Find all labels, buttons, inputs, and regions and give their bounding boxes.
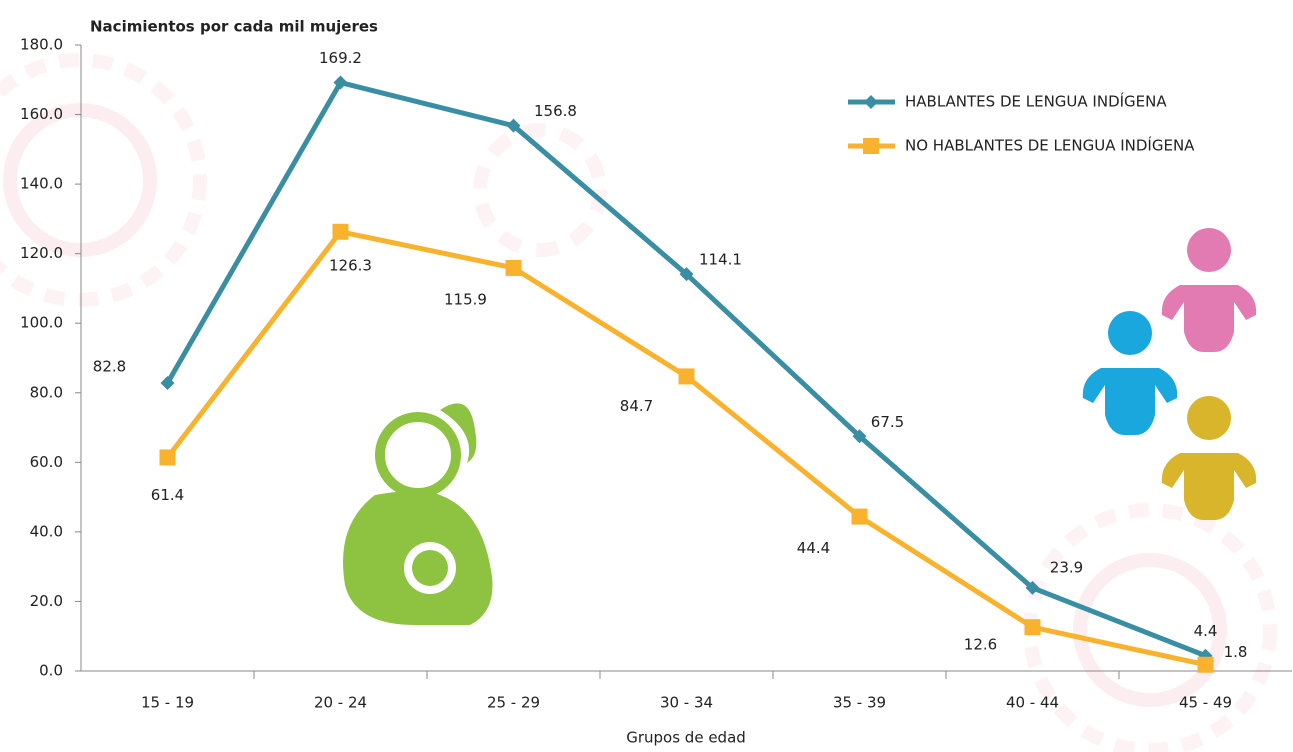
- point: [506, 118, 521, 133]
- x-tick-label: 35 - 39: [833, 694, 886, 712]
- x-tick-label: 15 - 19: [141, 694, 194, 712]
- y-tick-label: 120.0: [20, 244, 63, 262]
- data-label: 4.4: [1194, 622, 1218, 640]
- point: [864, 95, 878, 109]
- data-label: 114.1: [699, 251, 742, 269]
- point: [1197, 656, 1214, 673]
- data-label: 61.4: [151, 486, 184, 504]
- x-tick-label: 20 - 24: [314, 694, 367, 712]
- data-label: 156.8: [534, 102, 577, 120]
- point: [505, 259, 522, 276]
- baby-icons: [1082, 228, 1257, 520]
- x-tick-label: 25 - 29: [487, 694, 540, 712]
- y-tick-label: 40.0: [30, 522, 63, 540]
- legend-label: HABLANTES DE LENGUA INDÍGENA: [905, 92, 1167, 111]
- point: [333, 75, 348, 90]
- point: [678, 368, 695, 385]
- data-label: 23.9: [1050, 558, 1083, 576]
- y-tick-label: 0.0: [39, 662, 63, 680]
- x-tick-label: 45 - 49: [1179, 694, 1232, 712]
- series-line: [165, 228, 1207, 668]
- legend-label: NO HABLANTES DE LENGUA INDÍGENA: [905, 136, 1195, 155]
- point: [1024, 619, 1041, 636]
- data-label: 126.3: [329, 256, 372, 274]
- data-label: 84.7: [620, 397, 653, 415]
- y-tick-label: 100.0: [20, 314, 63, 332]
- y-tick-label: 20.0: [30, 592, 63, 610]
- point: [863, 138, 879, 154]
- y-tick-label: 160.0: [20, 105, 63, 123]
- data-label: 44.4: [797, 539, 830, 557]
- point: [1025, 580, 1040, 595]
- data-label: 82.8: [93, 358, 126, 376]
- y-axis-title: Nacimientos por cada mil mujeres: [90, 18, 378, 36]
- data-label: 1.8: [1224, 643, 1248, 661]
- point: [332, 223, 349, 240]
- y-tick-label: 60.0: [30, 453, 63, 471]
- y-tick-label: 180.0: [20, 36, 63, 54]
- x-axis-title: Grupos de edad: [626, 729, 746, 747]
- point: [852, 429, 867, 444]
- point: [679, 267, 694, 282]
- mother-icon: [343, 403, 493, 625]
- data-label: 169.2: [319, 49, 362, 67]
- data-label: 12.6: [964, 636, 997, 654]
- x-tick-label: 30 - 34: [660, 694, 713, 712]
- data-label: 115.9: [444, 290, 487, 308]
- y-tick-label: 140.0: [20, 175, 63, 193]
- background-decoration: [0, 53, 1277, 752]
- data-label: 67.5: [871, 413, 904, 431]
- point: [159, 449, 176, 466]
- x-tick-label: 40 - 44: [1006, 694, 1059, 712]
- point: [160, 376, 175, 391]
- point: [851, 508, 868, 525]
- y-tick-label: 80.0: [30, 383, 63, 401]
